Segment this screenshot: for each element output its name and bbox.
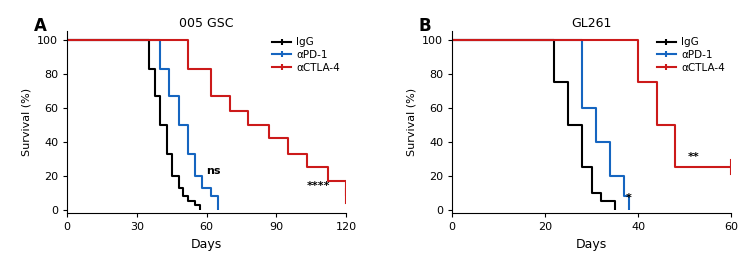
Title: GL261: GL261 (571, 17, 612, 30)
Legend: IgG, αPD-1, αCTLA-4: IgG, αPD-1, αCTLA-4 (268, 33, 344, 77)
Text: B: B (419, 17, 431, 35)
Y-axis label: Survival (%): Survival (%) (22, 88, 31, 156)
Text: ns: ns (207, 166, 221, 176)
Y-axis label: Survival (%): Survival (%) (407, 88, 416, 156)
Title: 005 GSC: 005 GSC (179, 17, 234, 30)
Text: **: ** (688, 152, 700, 162)
Legend: IgG, αPD-1, αCTLA-4: IgG, αPD-1, αCTLA-4 (653, 33, 729, 77)
Text: A: A (34, 17, 46, 35)
X-axis label: Days: Days (191, 238, 222, 251)
Text: ****: **** (307, 181, 330, 191)
X-axis label: Days: Days (576, 238, 607, 251)
Text: *: * (626, 193, 632, 203)
